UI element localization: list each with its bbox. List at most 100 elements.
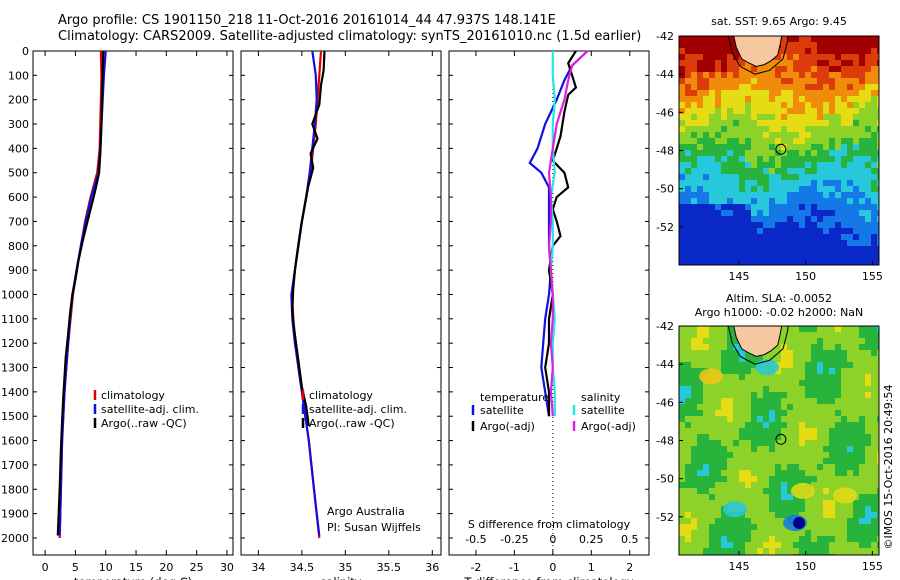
map-cell — [877, 380, 879, 387]
map-cell — [721, 368, 728, 375]
map-cell — [877, 180, 879, 187]
series-line — [58, 50, 107, 536]
map-cell — [847, 198, 854, 205]
map-cell — [679, 434, 686, 441]
map-cell — [709, 464, 716, 471]
map-cell — [793, 344, 800, 351]
map-cell — [835, 422, 842, 429]
map-cell — [853, 374, 860, 381]
map-cell — [733, 386, 740, 393]
map-cell — [823, 246, 830, 253]
map-cell — [865, 108, 872, 115]
map-cell — [769, 428, 776, 435]
map-cell — [871, 240, 878, 247]
map-cell — [865, 428, 872, 435]
map-cell — [703, 216, 710, 223]
map-cell — [727, 216, 734, 223]
map-cell — [823, 66, 830, 73]
map-cell — [799, 434, 806, 441]
map-cell — [787, 108, 794, 115]
map-cell — [805, 416, 812, 423]
map-cell — [685, 428, 692, 435]
map-cell — [691, 482, 698, 489]
map-cell — [727, 228, 734, 235]
map-cell — [763, 90, 770, 97]
map-cell — [823, 440, 830, 447]
legend-label: Argo(..raw -QC) — [309, 417, 395, 430]
map-cell — [811, 446, 818, 453]
map-cell — [829, 512, 836, 519]
map-cell — [841, 464, 848, 471]
plot-frame — [448, 50, 650, 556]
map-cell — [763, 120, 770, 127]
map-cell — [745, 524, 752, 531]
map-cell — [871, 60, 878, 67]
map-cell — [853, 246, 860, 253]
map-cell — [835, 222, 842, 229]
map-cell — [877, 162, 879, 169]
map-cell — [703, 476, 710, 483]
map-cell — [817, 332, 824, 339]
map-cell — [865, 488, 872, 495]
map-cell — [709, 192, 716, 199]
map-cell — [877, 102, 879, 109]
map-cell — [871, 458, 878, 465]
map-cell — [853, 326, 860, 333]
map-cell — [691, 48, 698, 55]
x-tick-label: 30 — [220, 561, 234, 574]
map-cell — [877, 60, 879, 67]
map-cell — [709, 258, 716, 265]
map-cell — [805, 258, 812, 265]
map-cell — [757, 168, 764, 175]
map-cell — [859, 512, 866, 519]
map-cell — [871, 90, 878, 97]
map-cell — [715, 458, 722, 465]
map-cell — [709, 422, 716, 429]
map-cell — [757, 246, 764, 253]
map-cell — [751, 398, 758, 405]
map-cell — [697, 120, 704, 127]
map-cell — [829, 240, 836, 247]
legend-label: climatology — [309, 389, 373, 402]
map-cell — [709, 506, 716, 513]
map-cell — [793, 72, 800, 79]
map-cell — [721, 156, 728, 163]
map-cell — [751, 150, 758, 157]
map-cell — [769, 530, 776, 537]
map-cell — [709, 186, 716, 193]
map-cell — [685, 156, 692, 163]
map-cell — [877, 108, 879, 115]
map-cell — [727, 524, 734, 531]
map-cell — [745, 66, 752, 73]
map-cell — [679, 42, 686, 49]
map-cell — [853, 368, 860, 375]
map-cell — [769, 204, 776, 211]
map-cell — [697, 482, 704, 489]
x-tick-label: 145 — [729, 270, 750, 283]
map-cell — [727, 48, 734, 55]
map-cell — [823, 162, 830, 169]
map-cell — [685, 114, 692, 121]
map-cell — [733, 156, 740, 163]
map-cell — [865, 54, 872, 61]
map-cell — [709, 126, 716, 133]
map-cell — [721, 362, 728, 369]
map-cell — [853, 458, 860, 465]
map-cell — [721, 54, 728, 61]
map-cell — [733, 174, 740, 181]
map-cell — [697, 536, 704, 543]
map-cell — [871, 422, 878, 429]
map-cell — [715, 488, 722, 495]
map-cell — [865, 168, 872, 175]
map-cell — [697, 368, 704, 375]
map-cell — [745, 78, 752, 85]
map-cell — [853, 72, 860, 79]
map-cell — [823, 416, 830, 423]
map-cell — [697, 410, 704, 417]
map-cell — [733, 410, 740, 417]
map-cell — [709, 488, 716, 495]
map-cell — [679, 78, 686, 85]
map-cell — [811, 120, 818, 127]
map-cell — [823, 240, 830, 247]
map-cell — [733, 494, 740, 501]
